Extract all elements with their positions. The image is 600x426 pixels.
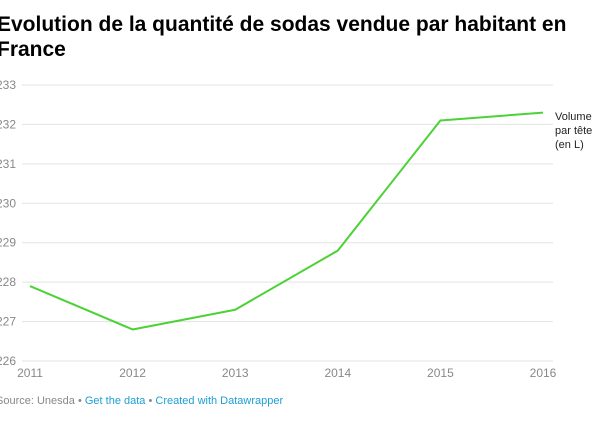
x-tick-label: 2013 xyxy=(222,366,249,380)
separator: • xyxy=(74,395,85,407)
y-tick-label: 231 xyxy=(0,157,16,171)
x-tick-label: 2014 xyxy=(324,366,351,380)
footer: Source: Unesda • Get the data • Created … xyxy=(0,395,283,407)
x-tick-label: 2016 xyxy=(530,366,557,380)
y-tick-label: 230 xyxy=(0,196,16,210)
y-tick-label: 228 xyxy=(0,275,16,289)
datawrapper-link[interactable]: Created with Datawrapper xyxy=(155,395,284,407)
x-tick-label: 2011 xyxy=(17,366,43,380)
separator: • xyxy=(145,395,156,407)
y-tick-label: 233 xyxy=(0,78,16,92)
chart-title: Evolution de la quantité de sodas vendue… xyxy=(0,13,567,61)
y-tick-label: 227 xyxy=(0,315,16,329)
series-label: Volume par tête (en L) xyxy=(555,111,593,151)
y-tick-label: 226 xyxy=(0,354,16,368)
source-text: Source: Unesda xyxy=(0,395,75,407)
x-tick-label: 2015 xyxy=(427,366,454,380)
y-tick-label: 229 xyxy=(0,236,16,250)
x-tick-label: 2012 xyxy=(119,366,146,380)
y-tick-label: 232 xyxy=(0,117,16,131)
series-line xyxy=(29,111,544,331)
get-data-link[interactable]: Get the data xyxy=(84,395,146,407)
